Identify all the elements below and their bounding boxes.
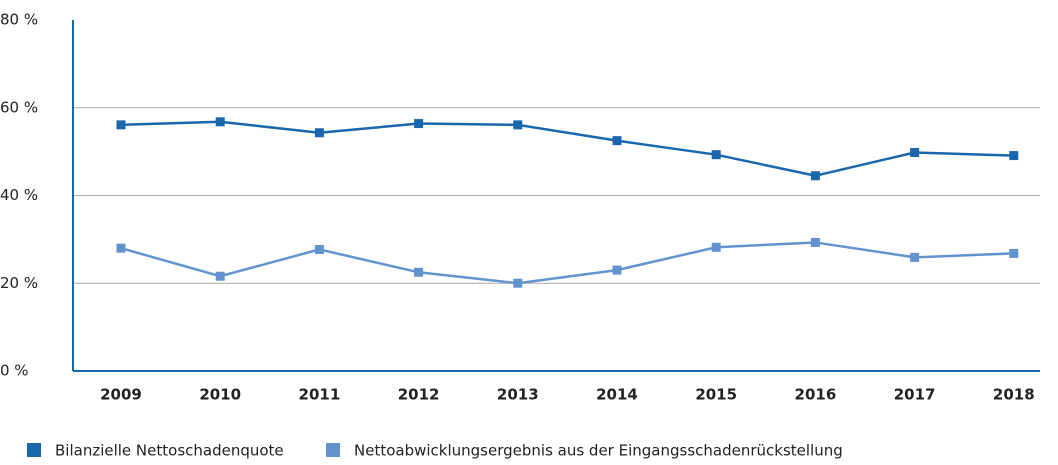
- x-tick-label: 2010: [199, 386, 241, 404]
- point: [711, 242, 721, 252]
- series-line: [120, 241, 1014, 285]
- y-tick-label: 40 %: [0, 186, 38, 204]
- point: [1009, 248, 1019, 258]
- x-tick-label: 2011: [299, 386, 341, 404]
- point: [810, 171, 820, 181]
- point: [116, 120, 126, 130]
- legend-swatch: [27, 443, 41, 457]
- point: [215, 117, 225, 127]
- x-tick-label: 2009: [100, 386, 142, 404]
- legend-label: Bilanzielle Nettoschadenquote: [55, 442, 284, 460]
- x-tick-label: 2015: [695, 386, 737, 404]
- y-tick-label: 80 %: [0, 11, 38, 29]
- point: [711, 150, 721, 160]
- x-tick-label: 2014: [596, 386, 638, 404]
- point: [612, 136, 622, 146]
- x-tick-label: 2018: [993, 386, 1035, 404]
- x-tick-label: 2012: [398, 386, 440, 404]
- point: [513, 278, 523, 288]
- point: [910, 148, 920, 158]
- x-tick-label: 2017: [894, 386, 936, 404]
- x-tick-label: 2013: [497, 386, 539, 404]
- point: [116, 243, 126, 253]
- x-tick-label: 2016: [795, 386, 837, 404]
- point: [314, 244, 324, 254]
- point: [513, 120, 523, 130]
- series-line: [120, 120, 1014, 178]
- point: [810, 237, 820, 247]
- point: [414, 267, 424, 277]
- point: [910, 252, 920, 262]
- legend-swatch: [326, 443, 340, 457]
- legend-label: Nettoabwicklungsergebnis aus der Eingang…: [354, 442, 843, 460]
- y-tick-label: 20 %: [0, 274, 38, 292]
- point: [612, 265, 622, 275]
- point: [1009, 151, 1019, 161]
- point: [314, 128, 324, 138]
- point: [215, 271, 225, 281]
- y-tick-label: 0 %: [0, 362, 29, 380]
- point: [414, 119, 424, 129]
- y-tick-label: 60 %: [0, 98, 38, 116]
